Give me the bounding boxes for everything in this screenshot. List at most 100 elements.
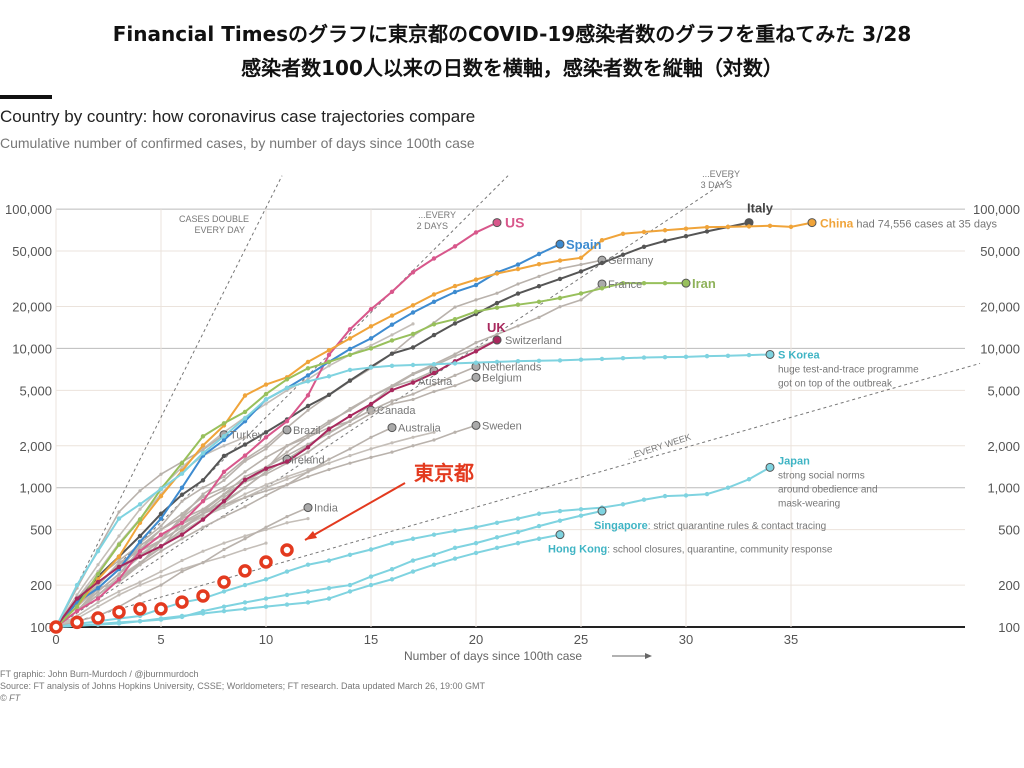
series-label: US (505, 215, 524, 231)
data-point (410, 558, 416, 563)
data-point (306, 467, 310, 472)
data-point (578, 507, 584, 512)
data-point (432, 389, 436, 394)
data-point (137, 619, 143, 624)
data-point (200, 450, 206, 456)
data-point (725, 485, 731, 490)
series-label-name: Ireland (291, 454, 325, 466)
data-point (263, 466, 269, 471)
data-point (222, 475, 226, 479)
data-point (179, 613, 185, 619)
data-point (180, 537, 184, 541)
series-label: Iran (692, 276, 716, 291)
data-point (222, 541, 226, 545)
data-point (390, 441, 394, 445)
data-point (432, 430, 436, 434)
data-point (327, 435, 331, 439)
data-point (138, 489, 142, 493)
data-point (116, 542, 122, 547)
series-label-name: Singapore (594, 520, 648, 532)
data-point (662, 228, 668, 233)
series-label-name: India (314, 503, 339, 515)
x-tick-label: 30 (679, 632, 693, 647)
data-point (179, 492, 185, 497)
slide-title-line2: 感染者数100人以来の日数を横軸，感染者数を縦軸（対数） (241, 56, 783, 80)
data-point (515, 358, 521, 364)
data-point (557, 508, 563, 514)
data-point (243, 492, 247, 496)
data-point (158, 493, 164, 499)
guide-label: 3 DAYS (701, 180, 732, 190)
data-point (578, 255, 584, 261)
data-point (515, 266, 521, 272)
data-point (222, 486, 226, 490)
data-point (116, 621, 122, 626)
data-point (242, 393, 248, 398)
data-point (326, 558, 332, 563)
data-point (473, 230, 479, 235)
series-end-marker (681, 278, 691, 288)
series-label-name: UK (487, 320, 506, 335)
series-end-marker (492, 335, 502, 345)
data-point (369, 395, 373, 399)
data-point (180, 515, 184, 519)
y-tick-label-left: 20,000 (12, 299, 52, 314)
data-point (285, 515, 289, 519)
data-point (452, 244, 458, 249)
data-point (326, 359, 332, 365)
data-point (221, 421, 227, 426)
data-point (200, 517, 206, 522)
series-label: UK (487, 320, 506, 335)
y-tick-label-right: 10,000 (980, 341, 1020, 356)
x-tick-label: 20 (469, 632, 483, 647)
data-point (641, 355, 647, 360)
data-point (116, 516, 122, 521)
data-point (305, 366, 311, 371)
data-point (263, 596, 269, 601)
data-point (158, 511, 164, 516)
data-point (306, 470, 310, 474)
data-point (326, 585, 332, 591)
data-point (326, 348, 332, 353)
series-label-name: Netherlands (482, 362, 542, 374)
series-label: Italy (747, 201, 774, 216)
data-point (704, 353, 710, 359)
data-point (159, 575, 163, 579)
data-point (410, 303, 416, 308)
data-point (347, 552, 353, 557)
series-note: : school closures, quarantine, community… (607, 545, 833, 556)
y-tick-label-right: 1,000 (987, 481, 1020, 496)
data-point (578, 269, 584, 274)
data-point (263, 382, 269, 387)
y-tick-label-right: 200 (998, 578, 1020, 593)
data-point (390, 450, 394, 454)
data-point (389, 338, 395, 343)
data-point (368, 401, 374, 407)
series-japan (53, 462, 775, 630)
data-point (200, 611, 206, 616)
series-label-name: Sweden (482, 420, 522, 432)
data-point (683, 233, 689, 239)
series-label-name: Iran (692, 276, 716, 291)
data-point (263, 577, 269, 582)
tokyo-callout-label: 東京都 (414, 461, 474, 485)
data-point (327, 467, 331, 472)
data-point (495, 332, 499, 337)
data-point (96, 583, 100, 587)
data-point (263, 604, 269, 609)
data-point (389, 289, 395, 294)
tokyo-data-point (280, 543, 294, 557)
series-label-name: Australia (398, 423, 442, 435)
data-point (285, 521, 289, 525)
data-point (620, 356, 626, 361)
data-point (494, 359, 500, 365)
data-point (243, 435, 247, 439)
data-point (348, 406, 352, 411)
data-point (452, 321, 458, 326)
data-point (180, 465, 184, 469)
data-point (159, 583, 163, 587)
data-point (243, 537, 247, 541)
data-point (410, 362, 416, 368)
data-point (788, 224, 794, 230)
